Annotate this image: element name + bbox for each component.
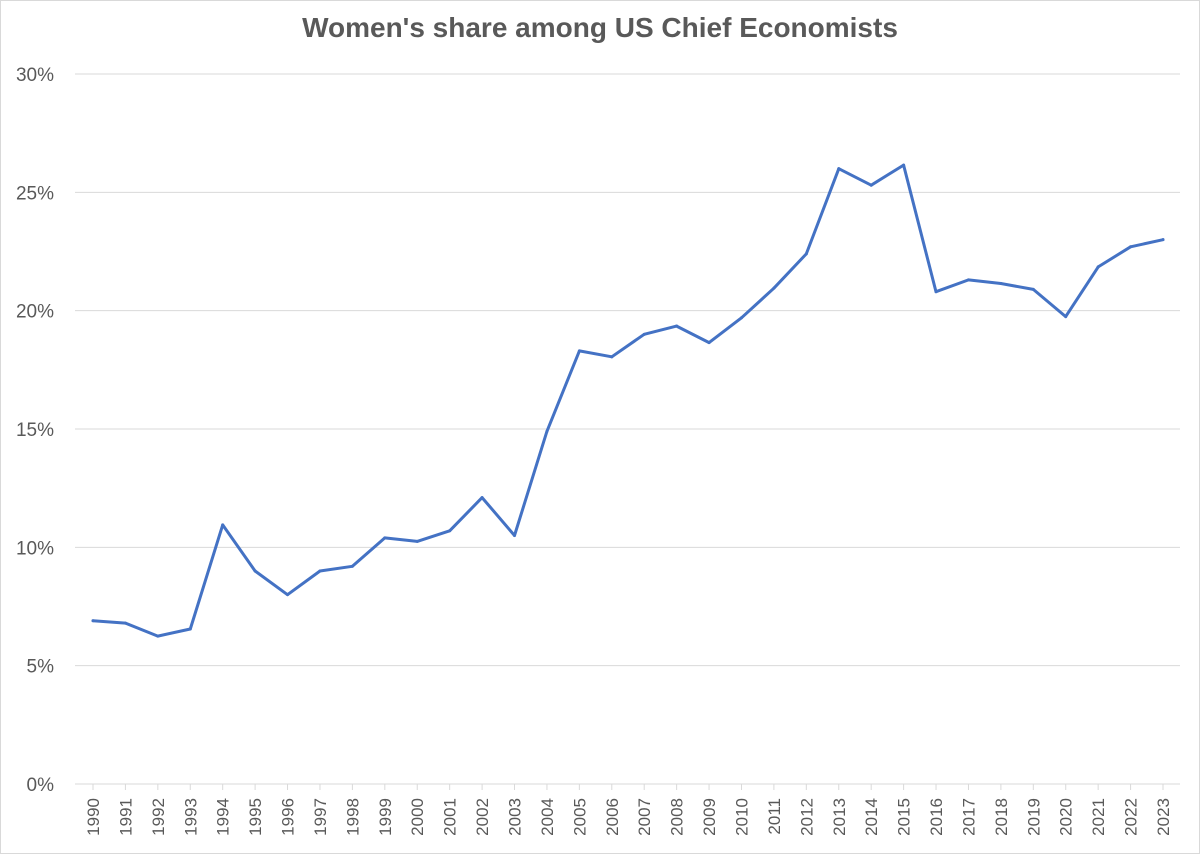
y-tick-label: 0%	[27, 775, 55, 796]
data-point	[707, 341, 711, 345]
data-point	[966, 278, 970, 282]
data-point	[318, 569, 322, 573]
x-tick-label: 1990	[84, 798, 103, 836]
x-tick-label: 2005	[570, 798, 589, 836]
x-tick-label: 1992	[149, 798, 168, 836]
data-point	[513, 534, 517, 537]
x-tick-label: 2002	[473, 798, 492, 836]
data-point	[642, 332, 646, 336]
y-tick-label: 10%	[16, 538, 54, 559]
data-point	[188, 627, 192, 631]
data-point	[383, 536, 387, 540]
data-point	[999, 281, 1003, 285]
x-tick-label: 1998	[343, 798, 362, 836]
x-tick-label: 2016	[927, 798, 946, 836]
data-point	[804, 252, 808, 256]
x-tick-label: 2022	[1122, 798, 1141, 836]
data-point	[1031, 287, 1035, 291]
y-tick-label: 30%	[16, 65, 54, 86]
y-tick-label: 25%	[16, 183, 54, 204]
data-point	[221, 523, 225, 527]
data-point	[448, 529, 452, 533]
y-tick-label: 5%	[27, 657, 55, 678]
y-tick-label: 15%	[16, 420, 54, 441]
x-tick-label: 1996	[279, 798, 298, 836]
x-tick-label: 1997	[311, 798, 330, 836]
x-tick-label: 2004	[538, 798, 557, 836]
x-tick-label: 1994	[214, 798, 233, 836]
x-tick-label: 2011	[765, 798, 784, 835]
data-point	[1064, 315, 1068, 319]
x-tick-label: 2007	[635, 798, 654, 836]
x-tick-label: 2017	[959, 798, 978, 836]
data-point	[772, 286, 776, 290]
data-point	[902, 163, 906, 167]
x-tick-label: 1991	[116, 798, 135, 836]
data-point	[545, 429, 549, 433]
y-tick-label: 20%	[16, 302, 54, 323]
chart-title: Women's share among US Chief Economists	[302, 12, 898, 43]
data-point	[156, 634, 160, 638]
data-point	[123, 621, 127, 625]
x-tick-label: 2014	[862, 798, 881, 836]
data-point	[1161, 238, 1165, 242]
x-tick-label: 2018	[992, 798, 1011, 836]
x-tick-label: 2019	[1024, 798, 1043, 836]
data-point	[415, 539, 419, 543]
x-tick-label: 2001	[441, 798, 460, 836]
x-tick-label: 2008	[668, 798, 687, 836]
x-tick-label: 2006	[603, 798, 622, 836]
x-tick-label: 2015	[895, 798, 914, 836]
x-tick-label: 1993	[181, 798, 200, 836]
data-point	[1096, 265, 1100, 269]
data-point	[253, 569, 257, 573]
x-tick-label: 2021	[1089, 798, 1108, 836]
data-point	[739, 316, 743, 320]
data-point	[1129, 245, 1133, 249]
data-point	[350, 564, 354, 568]
series-line	[91, 163, 1165, 638]
data-point	[577, 349, 581, 353]
x-tick-label: 1999	[376, 798, 395, 836]
x-tick-label: 2012	[797, 798, 816, 836]
x-tick-label: 1995	[246, 798, 265, 836]
data-point	[675, 324, 679, 328]
data-point	[869, 183, 873, 187]
data-point	[610, 355, 614, 359]
data-point	[286, 593, 290, 597]
x-tick-label: 2023	[1154, 798, 1173, 836]
x-tick-label: 2020	[1057, 798, 1076, 836]
x-tick-label: 2010	[732, 798, 751, 836]
x-tick-label: 2013	[830, 798, 849, 836]
data-point	[480, 496, 484, 500]
data-point	[837, 167, 841, 171]
data-point	[934, 290, 938, 294]
data-point	[91, 619, 95, 623]
x-tick-label: 2009	[700, 798, 719, 836]
x-tick-label: 2003	[506, 798, 525, 836]
x-tick-label: 2000	[408, 798, 427, 836]
